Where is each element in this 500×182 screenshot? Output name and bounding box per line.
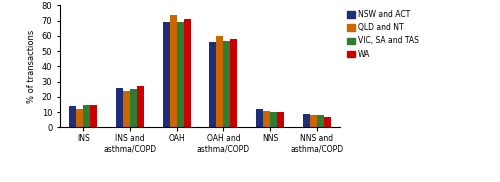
Bar	[90, 104, 98, 127]
Bar	[130, 89, 137, 127]
Y-axis label: % of transactions: % of transactions	[27, 30, 36, 103]
Bar	[176, 22, 184, 127]
Bar	[116, 88, 123, 127]
Legend: NSW and ACT, QLD and NT, VIC, SA and TAS, WA: NSW and ACT, QLD and NT, VIC, SA and TAS…	[346, 9, 420, 59]
Bar	[162, 22, 170, 127]
Bar	[184, 19, 190, 127]
Bar	[316, 115, 324, 127]
Bar	[84, 104, 90, 127]
Bar	[76, 109, 84, 127]
Bar	[277, 112, 284, 127]
Bar	[123, 91, 130, 127]
Bar	[224, 41, 230, 127]
Bar	[302, 114, 310, 127]
Bar	[263, 111, 270, 127]
Bar	[230, 39, 237, 127]
Bar	[324, 117, 330, 127]
Bar	[256, 109, 263, 127]
Bar	[310, 115, 316, 127]
Bar	[216, 36, 224, 127]
Bar	[170, 15, 176, 127]
Bar	[137, 86, 144, 127]
Bar	[270, 112, 277, 127]
Bar	[70, 106, 76, 127]
Bar	[210, 42, 216, 127]
